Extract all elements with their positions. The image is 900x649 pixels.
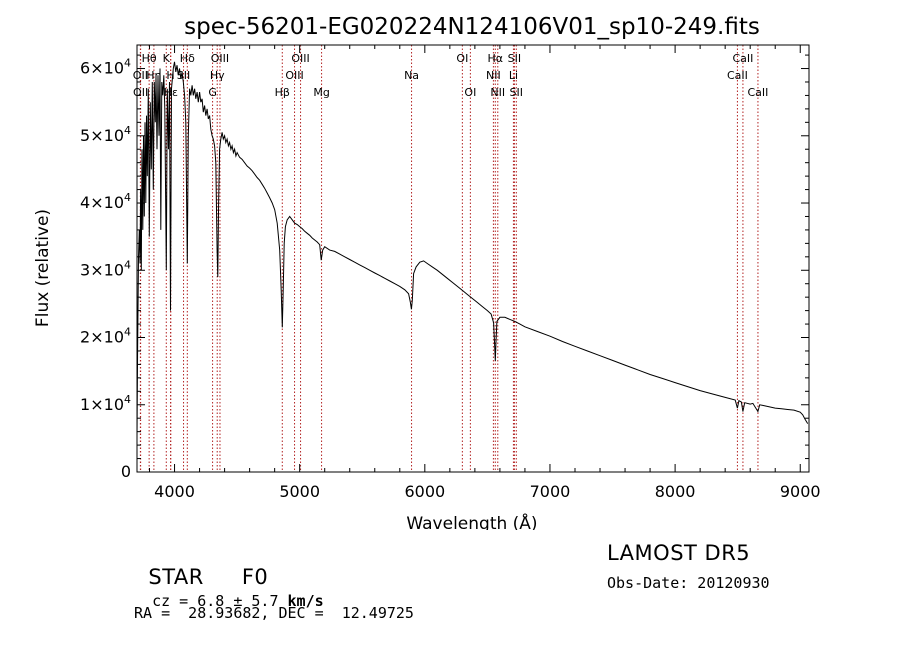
line-label-6: H [166, 69, 174, 82]
x-tick-label-4: 8000 [655, 482, 696, 501]
line-label-22: SII [508, 52, 521, 65]
y-tick-label-6: 6×104 [80, 57, 131, 78]
line-label-20: NII [486, 69, 501, 82]
line-label-1: OII [133, 86, 148, 99]
line-label-11: Hγ [210, 69, 225, 82]
line-label-23: Li [509, 69, 518, 82]
redshift-unit: km/s [287, 592, 324, 610]
line-label-15: Mg [313, 86, 329, 99]
chart-title: spec-56201-EG020224N124106V01_sp10-249.f… [184, 14, 760, 40]
y-axis-ticks: 0 1×104 2×104 3×104 4×104 5×104 6×104 [80, 54, 809, 481]
object-class-label: STAR [148, 565, 204, 589]
y-tick-label-1: 1×104 [80, 393, 131, 414]
line-label-4: K [163, 52, 171, 65]
y-axis-label: Flux (relative) [33, 209, 53, 327]
line-label-7: Hδ [180, 52, 195, 65]
line-label-2: Hθ [142, 52, 157, 65]
object-class: STAR F0 [134, 541, 268, 589]
line-label-12: Hβ [275, 86, 290, 99]
survey-name: LAMOST DR5 [607, 541, 751, 565]
line-label-19: Hα [488, 52, 504, 65]
line-label-21: NII [490, 86, 505, 99]
y-tick-label-5: 5×104 [80, 124, 131, 145]
plot-frame [136, 44, 810, 473]
y-tick-label-3: 3×104 [80, 258, 131, 279]
line-label-18: OI [464, 86, 476, 99]
x-axis-label: Wavelength (Å) [406, 512, 537, 530]
coordinates-text: RA = 28.93682, DEC = 12.49725 [134, 604, 414, 622]
y-tick-label-2: 2×104 [80, 326, 131, 347]
line-label-17: OI [456, 52, 468, 65]
line-label-14: OIII [285, 69, 303, 82]
redshift-text: cz = 6.8 ± 5.7 km/s [134, 574, 324, 610]
line-label-3: Hη [146, 69, 161, 82]
x-tick-label-1: 5000 [279, 482, 320, 501]
line-label-25: CaII [732, 52, 753, 65]
object-subclass: F0 [241, 565, 269, 589]
line-label-5: Hε [164, 86, 178, 99]
line-label-26: CaII [727, 69, 748, 82]
redshift-value: cz = 6.8 ± 5.7 [152, 592, 288, 610]
y-tick-label-4: 4×104 [80, 191, 131, 212]
line-label-24: SII [510, 86, 523, 99]
line-label-13: OIII [291, 52, 309, 65]
y-tick-label-0: 0 [121, 462, 131, 481]
x-tick-label-0: 4000 [154, 482, 195, 501]
x-tick-label-3: 7000 [530, 482, 571, 501]
spectral-line-labels: OIIOIIHθHηKHεHHδSIIGOIIIHγHβOIIIOIIIMgNa… [133, 52, 769, 99]
line-label-27: CaII [747, 86, 768, 99]
spectrum-line [136, 61, 809, 439]
x-tick-label-5: 9000 [780, 482, 821, 501]
line-label-16: Na [404, 69, 419, 82]
spectral-line-markers [139, 45, 759, 472]
spectrum-plot: spec-56201-EG020224N124106V01_sp10-249.f… [33, 14, 821, 530]
x-axis-ticks: 4000 5000 6000 7000 8000 9000 [149, 45, 821, 501]
obs-date: Obs-Date: 20120930 [607, 574, 770, 592]
line-label-10: OIII [211, 52, 229, 65]
x-tick-label-2: 6000 [404, 482, 445, 501]
line-label-9: G [208, 86, 217, 99]
